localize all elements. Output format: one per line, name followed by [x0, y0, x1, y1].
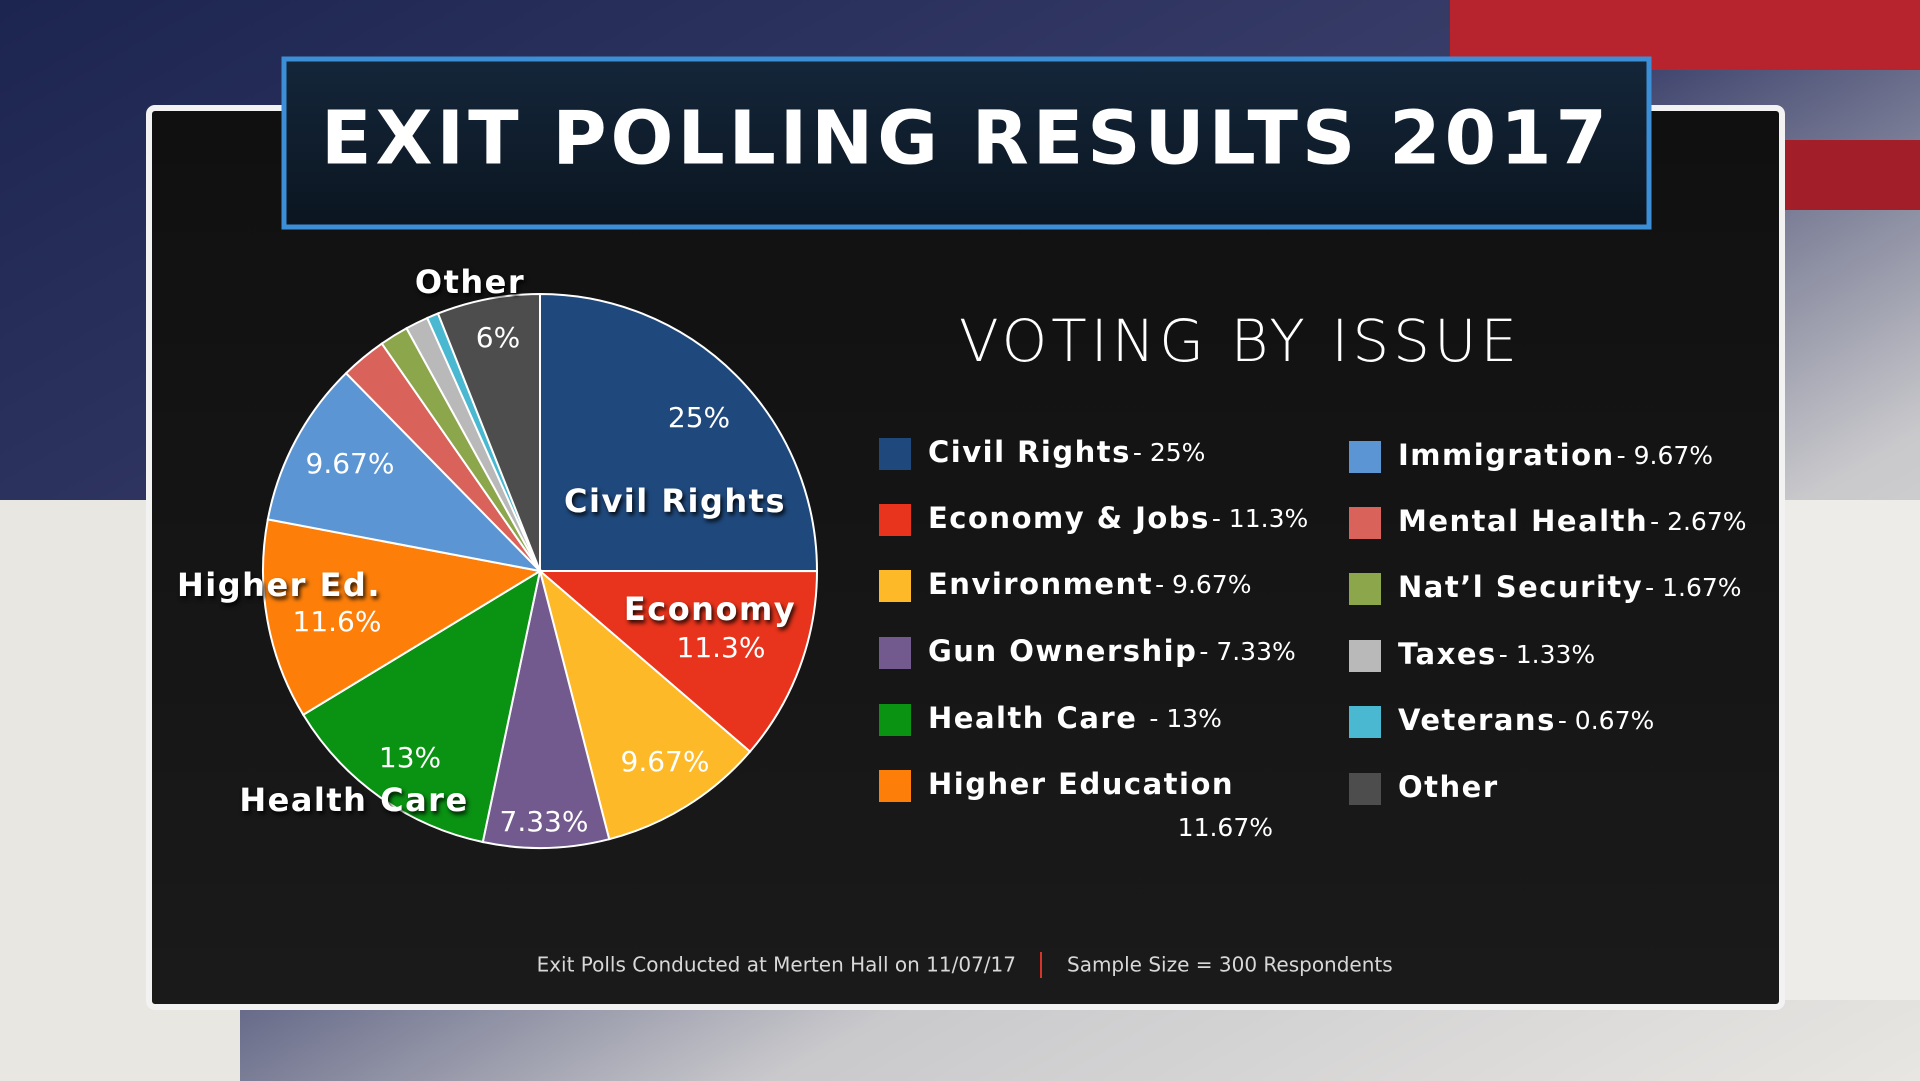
- legend-entry: Other: [1398, 770, 1499, 804]
- legend-swatch: [879, 704, 911, 736]
- slice-value-label: 11.3%: [677, 631, 766, 664]
- legend-entry: Economy & Jobs- 11.3%: [928, 501, 1308, 535]
- legend-swatch: [879, 504, 911, 536]
- legend-swatch: [879, 570, 911, 602]
- pie-slice: [481, 570, 611, 849]
- footnote: Exit Polls Conducted at Merten Hall on 1…: [537, 953, 1016, 977]
- paper: [1760, 500, 1920, 1000]
- legend-entry: Health Care - 13%: [928, 701, 1222, 735]
- legend-label: Civil Rights: [928, 435, 1131, 469]
- legend-value: - 1.33%: [1499, 640, 1595, 669]
- legend-value: - 9.67%: [1617, 441, 1713, 470]
- legend-label: Nat’l Security: [1398, 570, 1643, 604]
- pie-slice: [436, 292, 541, 572]
- legend-value: - 25%: [1133, 438, 1206, 467]
- slice-value-label: 7.33%: [500, 805, 589, 838]
- legend-label: Veterans: [1398, 703, 1556, 737]
- legend-value: - 1.67%: [1645, 573, 1741, 602]
- legend-label: Gun Ownership: [928, 634, 1197, 668]
- legend-label: Higher Education: [928, 767, 1234, 801]
- slice-name: Economy: [624, 590, 796, 628]
- pie-slice: [301, 568, 542, 844]
- legend-swatch: [1349, 706, 1381, 738]
- legend-label: Mental Health: [1398, 504, 1648, 538]
- legend-label: Taxes: [1398, 637, 1497, 671]
- pie-slice: [537, 569, 819, 754]
- subtitle: VOTING BY ISSUE: [959, 307, 1521, 375]
- slice-name: Health Care: [239, 781, 468, 819]
- legend-swatch: [879, 637, 911, 669]
- chart-title: EXIT POLLING RESULTS 2017: [321, 96, 1611, 182]
- legend-value: - 0.67%: [1558, 706, 1654, 735]
- legend-swatch: [1349, 640, 1381, 672]
- legend-swatch: [879, 438, 911, 470]
- legend-entry: Mental Health- 2.67%: [1398, 504, 1747, 538]
- legend-label: Other: [1398, 770, 1499, 804]
- footnote: Sample Size = 300 Respondents: [1067, 953, 1393, 977]
- slice-value-label: 13%: [379, 741, 441, 774]
- title-box: [281, 56, 1652, 230]
- legend-value: 11.67%: [1178, 813, 1273, 842]
- legend-value: - 2.67%: [1650, 507, 1746, 536]
- legend-value: - 9.67%: [1155, 570, 1251, 599]
- legend-entry: Civil Rights- 25%: [928, 435, 1205, 469]
- legend-label: Environment: [928, 567, 1153, 601]
- pie-slice: [262, 518, 543, 717]
- legend-label: Health Care: [928, 701, 1137, 735]
- slice-value-label: 11.6%: [293, 605, 382, 638]
- legend-entry: Environment- 9.67%: [928, 567, 1251, 601]
- legend-value: - 13%: [1149, 704, 1222, 733]
- legend-swatch: [1349, 441, 1381, 473]
- legend-swatch: [879, 770, 911, 802]
- legend-entry: Immigration- 9.67%: [1398, 438, 1713, 472]
- pie-slice: [266, 371, 543, 573]
- slice-value-label: 6%: [476, 321, 520, 354]
- slice-value-label: 9.67%: [306, 447, 395, 480]
- legend-label: Economy & Jobs: [928, 501, 1210, 535]
- legend-swatch: [1349, 573, 1381, 605]
- legend-entry: Nat’l Security- 1.67%: [1398, 570, 1742, 604]
- legend-entry: Veterans- 0.67%: [1398, 703, 1654, 737]
- legend-label: Immigration: [1398, 438, 1615, 472]
- slice-value-label: 25%: [668, 401, 730, 434]
- legend-entry: Taxes- 1.33%: [1398, 637, 1595, 671]
- pie-slice: [539, 292, 819, 573]
- legend-value: - 7.33%: [1199, 637, 1295, 666]
- legend-value: - 11.3%: [1212, 504, 1308, 533]
- legend-entry: Gun Ownership- 7.33%: [928, 634, 1296, 668]
- slice-value-label: 9.67%: [621, 745, 710, 778]
- legend-swatch: [1349, 773, 1381, 805]
- slice-name: Other: [415, 263, 525, 301]
- slice-name: Higher Ed.: [177, 566, 381, 604]
- slice-name: Civil Rights: [564, 482, 786, 520]
- legend-entry: Higher Education: [928, 767, 1234, 801]
- legend-swatch: [1349, 507, 1381, 539]
